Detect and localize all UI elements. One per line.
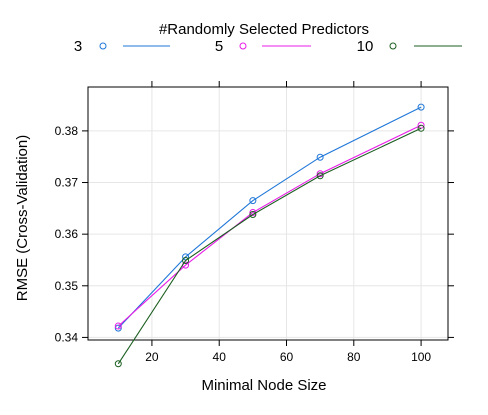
series-layer (114, 103, 425, 368)
x-axis-label: Minimal Node Size (201, 377, 326, 394)
x-tick-label: 100 (411, 350, 431, 364)
y-tick-label: 0.37 (55, 176, 79, 190)
data-point-10 (249, 211, 257, 219)
data-point-10 (114, 360, 122, 368)
data-point-3 (249, 197, 257, 205)
y-tick-label: 0.35 (55, 279, 79, 293)
y-tick-label: 0.38 (55, 124, 79, 138)
legend-label-5: 5 (215, 38, 223, 55)
x-axis: 20 40 60 80 100 (145, 81, 431, 364)
data-point-10 (182, 256, 190, 264)
legend: #Randomly Selected Predictors 3 5 10 (74, 21, 462, 55)
data-point-10 (316, 172, 324, 180)
data-point-5 (316, 170, 324, 178)
data-point-3 (316, 153, 324, 161)
legend-label-3: 3 (74, 38, 82, 55)
data-point-10 (417, 124, 425, 132)
legend-label-10: 10 (357, 38, 374, 55)
data-point-5 (114, 322, 122, 330)
series-line-3 (117, 106, 422, 329)
legend-marker-10 (389, 42, 397, 50)
x-tick-label: 60 (280, 350, 294, 364)
y-axis-label: RMSE (Cross-Validation) (14, 135, 31, 301)
data-point-5 (417, 121, 425, 129)
legend-title: #Randomly Selected Predictors (159, 21, 369, 38)
y-tick-label: 0.36 (55, 227, 79, 241)
x-tick-label: 40 (213, 350, 227, 364)
x-tick-label: 80 (347, 350, 361, 364)
y-axis: 0.34 0.35 0.36 0.37 0.38 (55, 124, 454, 344)
grid (88, 87, 448, 340)
data-point-3 (417, 103, 425, 111)
y-tick-label: 0.34 (55, 330, 79, 344)
legend-marker-3 (99, 42, 107, 50)
x-tick-label: 20 (145, 350, 159, 364)
series-line-5 (117, 124, 422, 327)
legend-marker-5 (239, 42, 247, 50)
plot-panel (87, 86, 449, 341)
series-line-10 (117, 127, 422, 365)
data-point-3 (114, 324, 122, 332)
